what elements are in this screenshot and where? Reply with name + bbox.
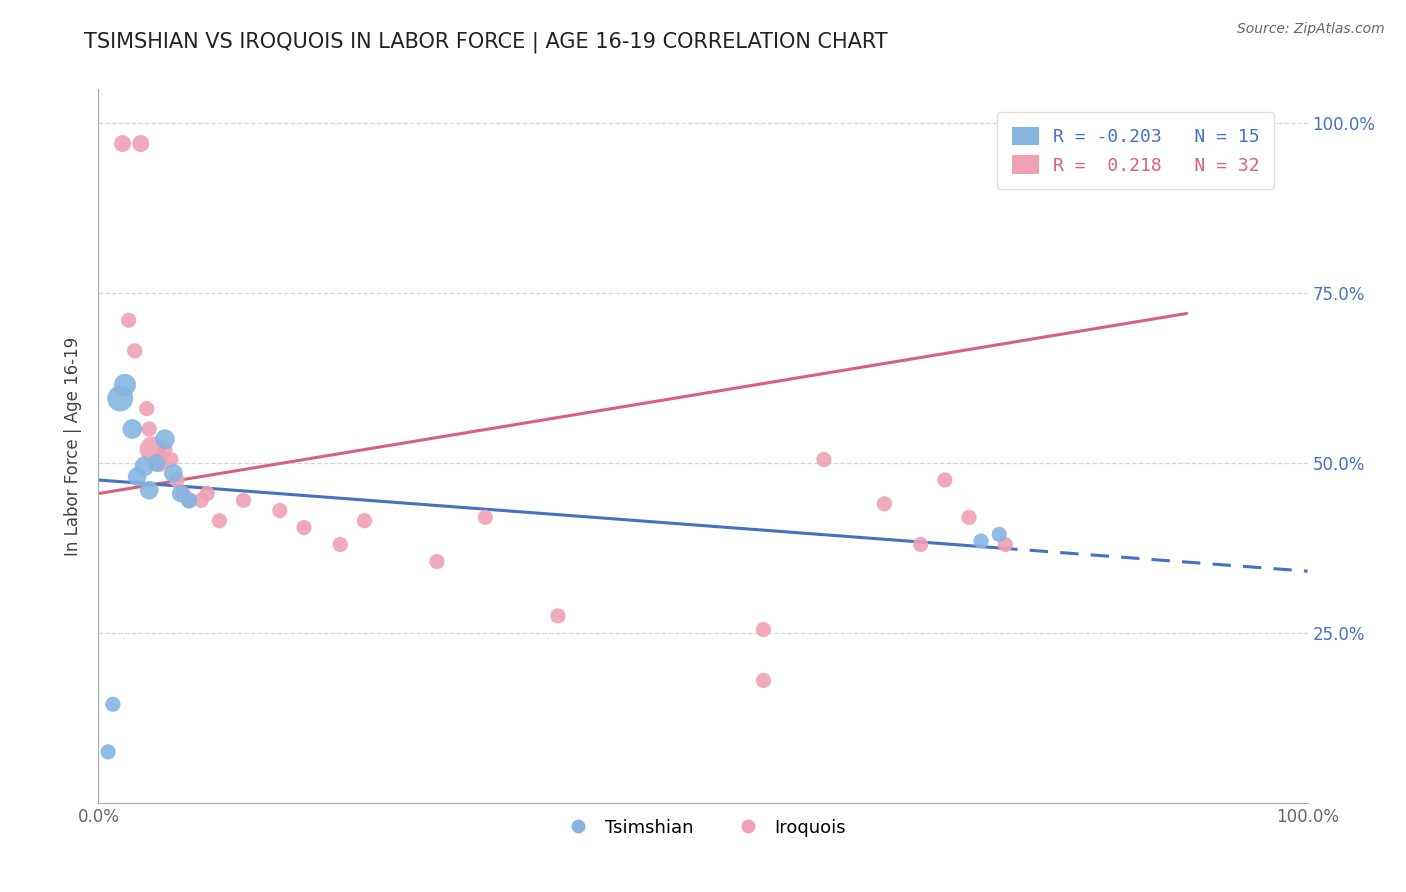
Point — [269, 503, 291, 517]
Point — [108, 392, 131, 406]
Point — [169, 486, 191, 500]
Point — [190, 493, 212, 508]
Point — [172, 486, 194, 500]
Y-axis label: In Labor Force | Age 16-19: In Labor Force | Age 16-19 — [63, 336, 82, 556]
Point — [910, 537, 932, 551]
Point — [138, 483, 160, 498]
Point — [988, 527, 1011, 541]
Point — [957, 510, 980, 524]
Point — [970, 534, 993, 549]
Point — [124, 343, 146, 358]
Point — [134, 459, 156, 474]
Point — [292, 520, 315, 534]
Point — [208, 514, 231, 528]
Point — [127, 469, 149, 483]
Legend: Tsimshian, Iroquois: Tsimshian, Iroquois — [553, 812, 853, 844]
Point — [994, 537, 1017, 551]
Text: Source: ZipAtlas.com: Source: ZipAtlas.com — [1237, 22, 1385, 37]
Point — [160, 452, 183, 467]
Point — [934, 473, 956, 487]
Point — [179, 493, 201, 508]
Point — [813, 452, 835, 467]
Point — [135, 401, 157, 416]
Point — [426, 555, 449, 569]
Point — [752, 673, 775, 688]
Point — [547, 608, 569, 623]
Point — [153, 442, 176, 457]
Point — [195, 486, 218, 500]
Point — [121, 422, 143, 436]
Point — [873, 497, 896, 511]
Point — [166, 473, 188, 487]
Point — [162, 466, 184, 480]
Point — [114, 377, 136, 392]
Point — [353, 514, 375, 528]
Point — [153, 432, 176, 446]
Point — [232, 493, 254, 508]
Point — [474, 510, 496, 524]
Point — [148, 456, 170, 470]
Point — [101, 698, 124, 712]
Point — [179, 493, 201, 508]
Point — [329, 537, 352, 551]
Point — [111, 136, 134, 151]
Point — [129, 136, 152, 151]
Point — [752, 623, 775, 637]
Point — [97, 745, 120, 759]
Point — [118, 313, 141, 327]
Point — [142, 442, 165, 457]
Text: TSIMSHIAN VS IROQUOIS IN LABOR FORCE | AGE 16-19 CORRELATION CHART: TSIMSHIAN VS IROQUOIS IN LABOR FORCE | A… — [84, 31, 889, 53]
Point — [138, 422, 160, 436]
Point — [145, 456, 167, 470]
